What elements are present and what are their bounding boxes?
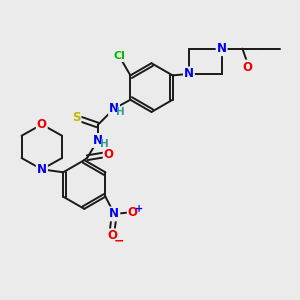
Text: O: O — [107, 230, 117, 242]
Text: +: + — [135, 204, 143, 214]
Text: O: O — [128, 206, 138, 219]
Text: O: O — [104, 148, 114, 161]
Text: S: S — [72, 111, 80, 124]
Text: H: H — [116, 107, 125, 117]
Text: −: − — [113, 234, 124, 247]
Text: N: N — [109, 207, 119, 220]
Text: O: O — [243, 61, 253, 74]
Text: N: N — [217, 42, 226, 55]
Text: N: N — [37, 163, 47, 176]
Text: N: N — [93, 134, 103, 147]
Text: O: O — [37, 118, 47, 131]
Text: Cl: Cl — [113, 51, 125, 61]
Text: H: H — [100, 139, 109, 149]
Text: N: N — [184, 68, 194, 80]
Text: N: N — [37, 163, 47, 176]
Text: N: N — [109, 102, 119, 115]
